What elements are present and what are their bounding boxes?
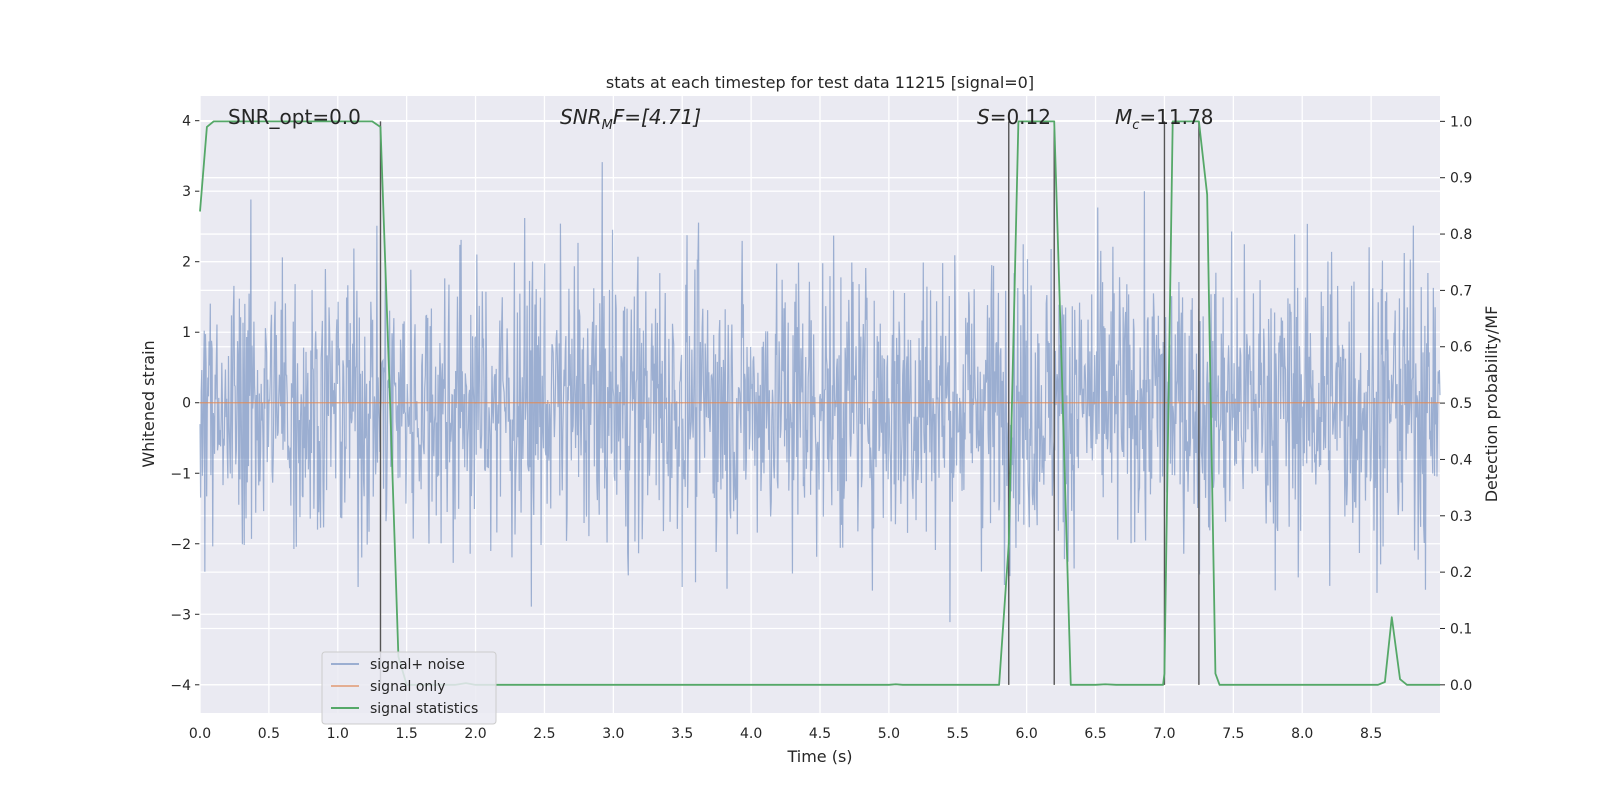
y2-tick-label: 0.1 <box>1450 621 1472 637</box>
y2-tick-label: 0.4 <box>1450 452 1472 468</box>
x-tick-label: 4.5 <box>809 726 831 742</box>
y2-tick-label: 1.0 <box>1450 114 1472 130</box>
y-tick-label: −2 <box>170 537 191 553</box>
y-tick-label: 0 <box>182 396 191 412</box>
y2-tick-label: 0.7 <box>1450 283 1472 299</box>
legend: signal+ noise signal only signal statist… <box>321 651 497 725</box>
annotation-s-symbol: S <box>977 105 990 129</box>
x-tick-label: 7.0 <box>1153 726 1175 742</box>
y-tick-label: −1 <box>170 466 191 482</box>
x-tick-label: 0.0 <box>189 726 211 742</box>
x-tick-label: 8.0 <box>1291 726 1313 742</box>
legend-label-signal-noise: signal+ noise <box>370 657 465 673</box>
annotation-snr-mf-symbol: SNR <box>560 105 602 129</box>
y-axis-label: Whitened strain <box>139 340 158 467</box>
legend-label-signal-statistics: signal statistics <box>370 701 478 717</box>
x-tick-label: 6.5 <box>1084 726 1106 742</box>
x-tick-label: 6.0 <box>1016 726 1038 742</box>
x-axis-label: Time (s) <box>786 747 852 766</box>
y2-tick-label: 0.2 <box>1450 565 1472 581</box>
legend-box <box>321 651 497 725</box>
legend-label-signal-only: signal only <box>370 679 445 695</box>
x-tick-label: 2.5 <box>533 726 555 742</box>
signal-statistics-line <box>199 120 1440 686</box>
y2-tick-label: 0.0 <box>1450 678 1472 694</box>
annotation-mc-symbol: M <box>1115 105 1132 129</box>
y2-tick-labels: 1.0 0.9 0.8 0.7 0.6 0.5 0.4 0.3 0.2 0.1 0.0 <box>1450 114 1472 693</box>
annotation-snr-mf-subscript: M <box>602 118 613 133</box>
y2-tick-label: 0.6 <box>1450 340 1472 356</box>
x-tick-label: 1.0 <box>327 726 349 742</box>
x-tick-label: 1.5 <box>396 726 418 742</box>
y2-tick-label: 0.5 <box>1450 396 1472 412</box>
annotation-snr-opt: SNR_opt=0.0 <box>228 105 361 129</box>
annotation-s: S=0.12 <box>977 105 1051 129</box>
annotation-mc-subscript: c <box>1132 118 1139 133</box>
annotation-mc: Mc=11.78 <box>1115 105 1213 133</box>
y-tick-label: −4 <box>170 678 191 694</box>
y-tick-label: 3 <box>182 184 191 200</box>
x-tick-label: 5.0 <box>878 726 900 742</box>
x-tick-label: 3.5 <box>671 726 693 742</box>
x-tick-label: 3.0 <box>602 726 624 742</box>
annotation-snr-mf: SNRMF=[4.71] <box>560 105 701 133</box>
y-tick-labels: 4 3 2 1 0 −1 −2 −3 −4 <box>170 114 191 694</box>
x-tick-label: 5.5 <box>947 726 969 742</box>
x-tick-label: 7.5 <box>1222 726 1244 742</box>
signal-noise-line <box>199 162 1441 623</box>
chart-title: stats at each timestep for test data 112… <box>606 73 1034 92</box>
y-tick-label: 2 <box>182 255 191 271</box>
x-tick-labels: 0.0 0.5 1.0 1.5 2.0 2.5 3.0 3.5 4.0 4.5 5.0 5.5 6.0 6… <box>189 726 1382 742</box>
y2-tick-label: 0.3 <box>1450 509 1472 525</box>
x-tick-label: 2.0 <box>464 726 486 742</box>
series-signal-statistics <box>199 120 1440 686</box>
annotation-s-rest: =0.12 <box>990 105 1051 129</box>
y-tick-label: 1 <box>182 325 191 341</box>
x-tick-label: 0.5 <box>258 726 280 742</box>
x-tick-label: 8.5 <box>1360 726 1382 742</box>
y2-axis-label: Detection probability/MF <box>1482 306 1501 503</box>
annotation-mc-rest: =11.78 <box>1139 105 1213 129</box>
x-tick-label: 4.0 <box>740 726 762 742</box>
series-signal-noise <box>199 162 1441 623</box>
y2-tick-label: 0.8 <box>1450 227 1472 243</box>
y-tick-label: −3 <box>170 607 191 623</box>
vertical-markers <box>379 121 1200 685</box>
annotation-snr-mf-rest: F=[4.71] <box>613 105 701 129</box>
y-tick-label: 4 <box>182 114 191 130</box>
y2-tick-label: 0.9 <box>1450 171 1472 187</box>
